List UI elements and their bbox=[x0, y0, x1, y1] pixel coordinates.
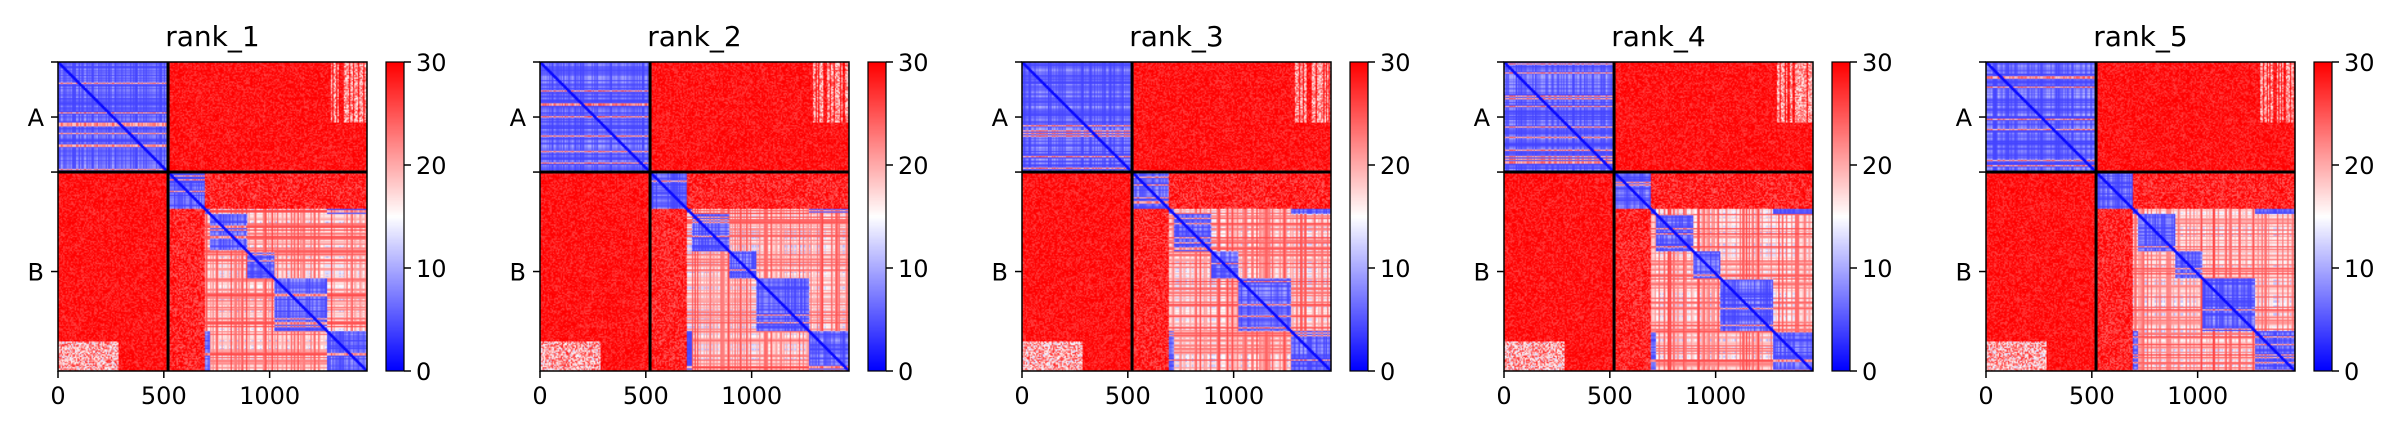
x-tick-label: 1000 bbox=[721, 382, 782, 410]
colorbar-tick-label: 20 bbox=[2344, 152, 2375, 180]
x-tick-label: 500 bbox=[623, 382, 669, 410]
x-tick-label: 1000 bbox=[1685, 382, 1746, 410]
x-tick-label: 0 bbox=[1978, 382, 1993, 410]
y-tick-label: B bbox=[1474, 259, 1490, 287]
panel-title: rank_5 bbox=[2093, 20, 2187, 53]
colorbar-frame bbox=[2313, 61, 2333, 372]
colorbar-tick-label: 20 bbox=[416, 152, 447, 180]
colorbar-tick-label: 20 bbox=[1862, 152, 1893, 180]
axes-frame bbox=[1503, 61, 1814, 372]
panel-4: rank_4 0 500 1000 A B 0 10 20 30 bbox=[1474, 20, 1893, 410]
panel-title: rank_2 bbox=[647, 20, 741, 53]
colorbar-frame bbox=[1349, 61, 1369, 372]
x-tick-label: 0 bbox=[50, 382, 65, 410]
panel-1: rank_1 0 500 1000 A B 0 10 20 30 bbox=[28, 20, 447, 410]
heatmap-image bbox=[58, 62, 367, 371]
colorbar-tick-label: 30 bbox=[898, 49, 929, 77]
y-tick-label: B bbox=[1956, 259, 1972, 287]
x-tick-label: 0 bbox=[532, 382, 547, 410]
y-tick-label: A bbox=[1956, 104, 1973, 132]
panel-5: rank_5 0 500 1000 A B 0 10 20 30 bbox=[1956, 20, 2375, 410]
x-tick-label: 0 bbox=[1496, 382, 1511, 410]
axes-frame bbox=[1021, 61, 1332, 372]
colorbar-tick-label: 30 bbox=[1380, 49, 1411, 77]
heatmap-image bbox=[1504, 62, 1813, 371]
x-tick-label: 500 bbox=[1587, 382, 1633, 410]
panel-2: rank_2 0 500 1000 A B 0 10 20 30 bbox=[510, 20, 929, 410]
y-tick-label: B bbox=[510, 259, 526, 287]
x-tick-label: 0 bbox=[1014, 382, 1029, 410]
colorbar-gradient bbox=[1350, 62, 1368, 371]
colorbar-tick-label: 30 bbox=[1862, 49, 1893, 77]
x-tick-label: 500 bbox=[1105, 382, 1151, 410]
colorbar-tick-label: 10 bbox=[416, 255, 447, 283]
colorbar-tick-label: 10 bbox=[898, 255, 929, 283]
axes-frame bbox=[57, 61, 368, 372]
y-tick-label: B bbox=[28, 259, 44, 287]
colorbar-gradient bbox=[386, 62, 404, 371]
colorbar-frame bbox=[385, 61, 405, 372]
colorbar-gradient bbox=[868, 62, 886, 371]
colorbar-frame bbox=[867, 61, 887, 372]
heatmap-image bbox=[1022, 62, 1331, 371]
colorbar-tick-label: 10 bbox=[2344, 255, 2375, 283]
colorbar-tick-label: 10 bbox=[1380, 255, 1411, 283]
heatmap-image bbox=[540, 62, 849, 371]
colorbar-gradient bbox=[2314, 62, 2332, 371]
y-tick-label: A bbox=[1474, 104, 1491, 132]
colorbar-tick-label: 0 bbox=[1380, 358, 1395, 386]
y-tick-label: B bbox=[992, 259, 1008, 287]
axes-frame bbox=[539, 61, 850, 372]
colorbar-tick-label: 0 bbox=[898, 358, 913, 386]
y-tick-label: A bbox=[28, 104, 45, 132]
colorbar-gradient bbox=[1832, 62, 1850, 371]
x-tick-label: 1000 bbox=[2167, 382, 2228, 410]
colorbar-tick-label: 30 bbox=[416, 49, 447, 77]
x-tick-label: 500 bbox=[2069, 382, 2115, 410]
axes-frame bbox=[1985, 61, 2296, 372]
colorbar-tick-label: 20 bbox=[1380, 152, 1411, 180]
colorbar-tick-label: 10 bbox=[1862, 255, 1893, 283]
colorbar-tick-label: 0 bbox=[2344, 358, 2359, 386]
colorbar-tick-label: 20 bbox=[898, 152, 929, 180]
colorbar-frame bbox=[1831, 61, 1851, 372]
colorbar-tick-label: 0 bbox=[1862, 358, 1877, 386]
x-tick-label: 500 bbox=[141, 382, 187, 410]
x-tick-label: 1000 bbox=[1203, 382, 1264, 410]
colorbar-tick-label: 30 bbox=[2344, 49, 2375, 77]
x-tick-label: 1000 bbox=[239, 382, 300, 410]
colorbar-tick-label: 0 bbox=[416, 358, 431, 386]
y-tick-label: A bbox=[510, 104, 527, 132]
panel-title: rank_1 bbox=[165, 20, 259, 53]
heatmap-image bbox=[1986, 62, 2295, 371]
panel-title: rank_3 bbox=[1129, 20, 1223, 53]
y-tick-label: A bbox=[992, 104, 1009, 132]
panel-3: rank_3 0 500 1000 A B 0 10 20 30 bbox=[992, 20, 1411, 410]
panel-title: rank_4 bbox=[1611, 20, 1705, 53]
